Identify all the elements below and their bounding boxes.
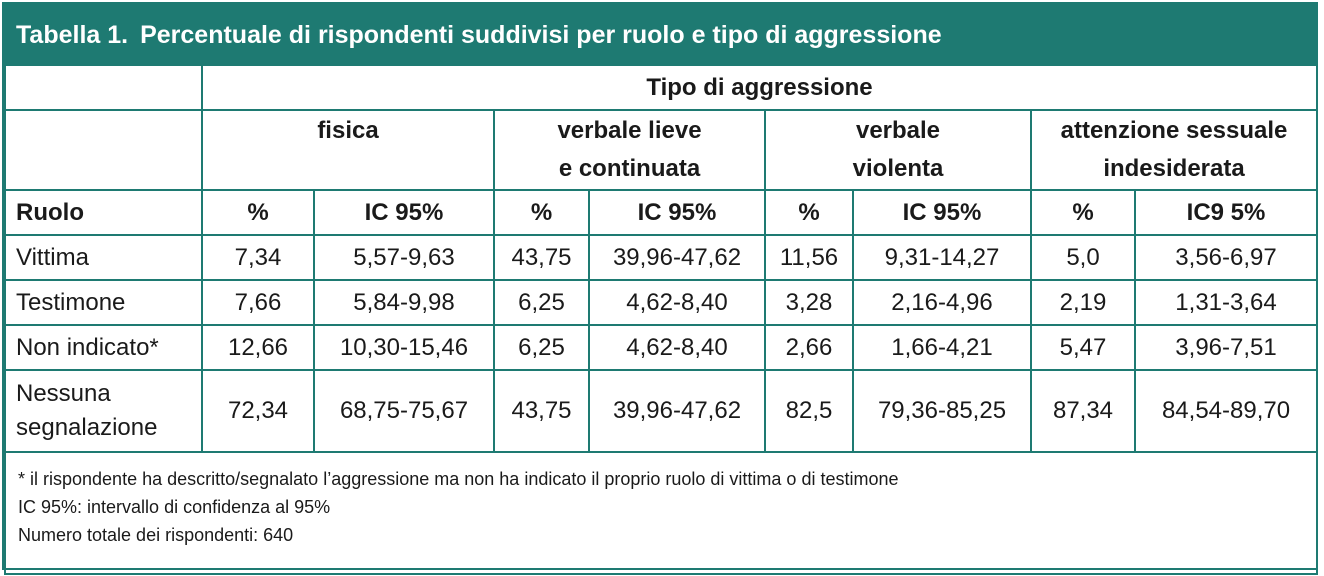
table-cell: 82,5	[764, 369, 854, 453]
table-cell: 11,56	[764, 234, 854, 281]
subcol-header: %	[493, 189, 590, 236]
table-cell: 39,96-47,62	[588, 234, 766, 281]
row-label: Nessuna segnalazione	[4, 369, 203, 453]
subcol-header: %	[201, 189, 315, 236]
category-line1: verbale	[855, 117, 941, 144]
group-header: Tipo di aggressione	[200, 66, 1319, 111]
table-cell: 87,34	[1030, 369, 1136, 453]
table-cell: 43,75	[493, 369, 590, 453]
category-line1: verbale lieve	[557, 117, 702, 144]
row-label-line2: segnalazione	[16, 414, 158, 441]
category-header-fisica: fisica	[201, 109, 495, 191]
table-cell: 3,56-6,97	[1133, 234, 1319, 281]
table-cell: 3,96-7,51	[1133, 324, 1319, 371]
table-cell: 6,25	[493, 324, 590, 371]
row-label: Testimone	[4, 279, 203, 326]
table-cell: 4,62-8,40	[588, 279, 766, 326]
table-cell: 84,54-89,70	[1133, 369, 1319, 453]
ruolo-header: Ruolo	[4, 189, 203, 236]
table-title: Tabella 1. Percentuale di rispondenti sud…	[4, 4, 1316, 66]
row-label-line1: Nessuna	[16, 380, 111, 407]
empty-cat-cell	[4, 109, 203, 191]
category-line2: violenta	[852, 155, 944, 182]
table-cell: 4,62-8,40	[588, 324, 766, 371]
category-line2	[203, 150, 493, 188]
table-cell: 1,66-4,21	[852, 324, 1032, 371]
table-cell: 68,75-75,67	[313, 369, 495, 453]
footnote: IC 95%: intervallo di confidenza al 95%	[18, 497, 331, 517]
footnotes-cell: * il rispondente ha descritto/segnalato …	[3, 451, 1319, 575]
row-label: Vittima	[4, 234, 203, 281]
subcol-header: %	[1030, 189, 1136, 236]
table-cell: 12,66	[201, 324, 315, 371]
table-cell: 2,16-4,96	[852, 279, 1032, 326]
table-row: Vittima 7,34 5,57-9,63 43,75 39,96-47,62…	[4, 234, 1319, 281]
table-cell: 9,31-14,27	[852, 234, 1032, 281]
subcol-header: IC9 5%	[1133, 189, 1319, 236]
subcol-header: IC 95%	[852, 189, 1032, 236]
subcol-header: IC 95%	[313, 189, 495, 236]
table-number: Tabella 1.	[16, 21, 129, 49]
table-cell: 3,28	[764, 279, 854, 326]
table-cell: 7,34	[201, 234, 315, 281]
category-line2: indesiderata	[1103, 155, 1245, 182]
table-cell: 43,75	[493, 234, 590, 281]
category-header-attenzione-sessuale: attenzione sessuale indesiderata	[1029, 109, 1319, 191]
table-cell: 39,96-47,62	[588, 369, 766, 453]
empty-corner-cell	[4, 66, 203, 111]
table-cell: 1,31-3,64	[1133, 279, 1319, 326]
table-cell: 2,19	[1030, 279, 1136, 326]
category-header-verbale-lieve: verbale lieve e continuata	[493, 109, 766, 191]
table-cell: 72,34	[201, 369, 315, 453]
table-cell: 10,30-15,46	[313, 324, 495, 371]
footnotes: * il rispondente ha descritto/segnalato …	[6, 453, 1316, 549]
category-line1: attenzione sessuale	[1060, 117, 1288, 144]
table-cell: 5,47	[1030, 324, 1136, 371]
subcol-header: %	[764, 189, 854, 236]
table-row: Non indicato* 12,66 10,30-15,46 6,25 4,6…	[4, 324, 1319, 371]
table-cell: 5,0	[1030, 234, 1136, 281]
category-header-verbale-violenta: verbale violenta	[764, 109, 1032, 191]
table-cell: 6,25	[493, 279, 590, 326]
table-cell: 2,66	[764, 324, 854, 371]
category-line2: e continuata	[558, 155, 701, 182]
table-cell: 7,66	[201, 279, 315, 326]
category-line1: fisica	[317, 117, 379, 144]
table-cell: 5,57-9,63	[313, 234, 495, 281]
data-table: Tipo di aggressione fisica verbale lieve…	[3, 66, 1319, 575]
footnote: * il rispondente ha descritto/segnalato …	[18, 469, 899, 489]
table-title-text: Percentuale di rispondenti suddivisi per…	[140, 21, 942, 49]
footnote: Numero totale dei rispondenti: 640	[18, 525, 294, 545]
table-row: Nessuna segnalazione 72,34 68,75-75,67 4…	[4, 369, 1319, 453]
table-cell: 79,36-85,25	[852, 369, 1032, 453]
table-row: Testimone 7,66 5,84-9,98 6,25 4,62-8,40 …	[4, 279, 1319, 326]
table-cell: 5,84-9,98	[313, 279, 495, 326]
subcol-header: IC 95%	[588, 189, 766, 236]
row-label: Non indicato*	[4, 324, 203, 371]
